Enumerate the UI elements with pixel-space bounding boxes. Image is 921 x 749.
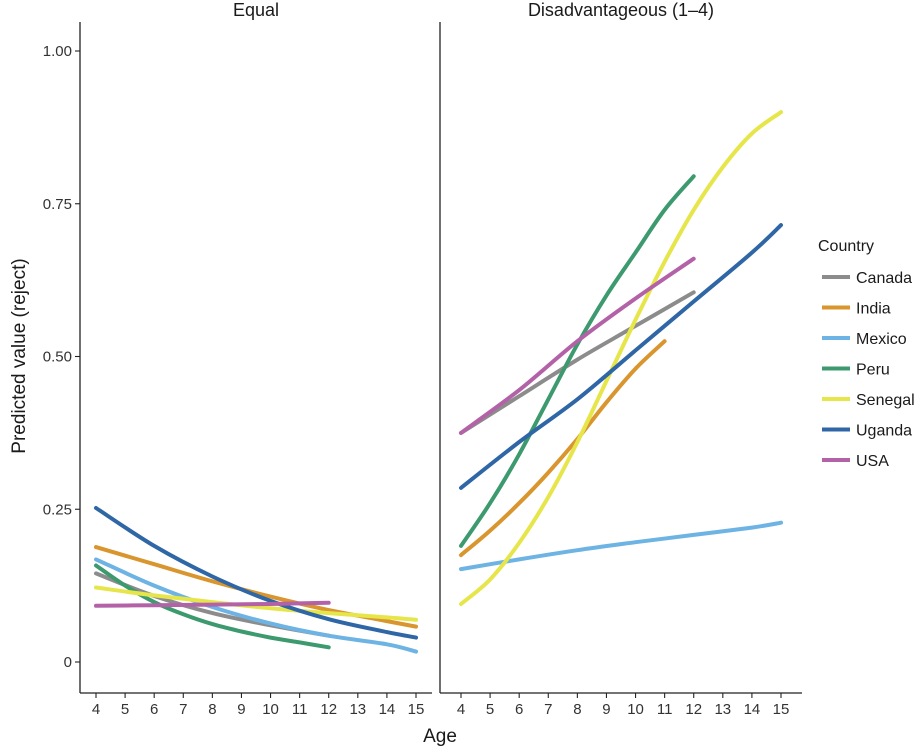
legend-label-india: India [856, 301, 891, 318]
legend-label-senegal: Senegal [856, 392, 915, 409]
legend-label-uganda: Uganda [856, 423, 912, 440]
series-line-usa-equal [94, 600, 331, 608]
legend-label-peru: Peru [856, 362, 890, 379]
x-tick-label: 9 [237, 701, 245, 718]
y-tick-label: 1.00 [43, 43, 72, 60]
panel-equal: Equal 0 0.25 0.50 0.75 1.00 4 5 6 7 8 9 10 11 12 13 14 15 [43, 0, 432, 718]
legend-label-usa: USA [856, 453, 889, 470]
x-tick-label: 12 [685, 701, 702, 718]
legend-item-india: India [822, 301, 891, 318]
x-tick-label: 13 [349, 701, 366, 718]
x-tick-label: 11 [292, 701, 308, 718]
x-tick-label: 13 [714, 701, 731, 718]
series-line-india-equal [94, 545, 418, 629]
series-line-canada-disadvantageous [459, 290, 696, 435]
x-tick-label: 5 [486, 701, 494, 718]
legend-item-senegal: Senegal [822, 392, 915, 409]
series-line-peru-disadvantageous [459, 174, 696, 548]
x-tick-label: 7 [179, 701, 187, 718]
x-tick-label: 9 [602, 701, 610, 718]
legend-item-mexico: Mexico [822, 331, 907, 348]
x-tick-label: 10 [627, 701, 644, 718]
series-line-usa-disadvantageous [459, 256, 696, 435]
x-tick-label: 4 [92, 701, 100, 718]
series-line-mexico-equal [94, 557, 418, 654]
series-line-uganda-equal [94, 506, 418, 640]
panels: Equal 0 0.25 0.50 0.75 1.00 4 5 6 7 8 9 10 11 12 13 14 15… [43, 0, 802, 718]
x-tick-label: 6 [150, 701, 158, 718]
x-tick-label: 6 [515, 701, 523, 718]
x-tick-label: 8 [573, 701, 581, 718]
x-tick-label: 15 [773, 701, 790, 718]
legend-items: Canada India Mexico Peru Senegal Uganda USA [822, 270, 915, 470]
x-tick-label: 11 [657, 701, 673, 718]
y-tick-label: 0.75 [43, 196, 72, 213]
y-axis-title: Predicted value (reject) [9, 258, 30, 453]
y-tick-label: 0.25 [43, 501, 72, 518]
x-tick-label: 4 [457, 701, 465, 718]
legend-title: Country [818, 238, 874, 255]
x-tick-label: 10 [262, 701, 279, 718]
legend-item-peru: Peru [822, 362, 890, 379]
legend-item-uganda: Uganda [822, 423, 912, 440]
legend: Country Canada India Mexico Peru Senegal Ugan… [818, 238, 915, 470]
x-tick-label: 14 [379, 701, 396, 718]
legend-item-canada: Canada [822, 270, 912, 287]
x-tick-label: 12 [320, 701, 337, 718]
panel-title-disadvantageous: Disadvantageous (1–4) [528, 0, 714, 20]
x-tick-label: 14 [744, 701, 761, 718]
x-tick-label: 15 [408, 701, 425, 718]
x-axis-title: Age [423, 726, 457, 747]
legend-label-canada: Canada [856, 270, 912, 287]
x-tick-label: 8 [208, 701, 216, 718]
series-line-india-disadvantageous [459, 339, 667, 558]
legend-label-mexico: Mexico [856, 331, 907, 348]
x-tick-label: 7 [544, 701, 552, 718]
panel-disadvantageous: Disadvantageous (1–4) 4 5 6 7 8 9 10 11 12 13 14 15 [439, 0, 802, 718]
series-line-senegal-disadvantageous [459, 110, 783, 606]
series-line-uganda-disadvantageous [459, 223, 783, 490]
series-line-mexico-disadvantageous [459, 520, 783, 572]
legend-item-usa: USA [822, 453, 889, 470]
y-tick-label: 0.50 [43, 349, 72, 366]
x-tick-label: 5 [121, 701, 129, 718]
y-tick-label: 0 [64, 654, 72, 671]
series-line-senegal-equal [94, 585, 418, 622]
panel-title-equal: Equal [233, 0, 279, 20]
